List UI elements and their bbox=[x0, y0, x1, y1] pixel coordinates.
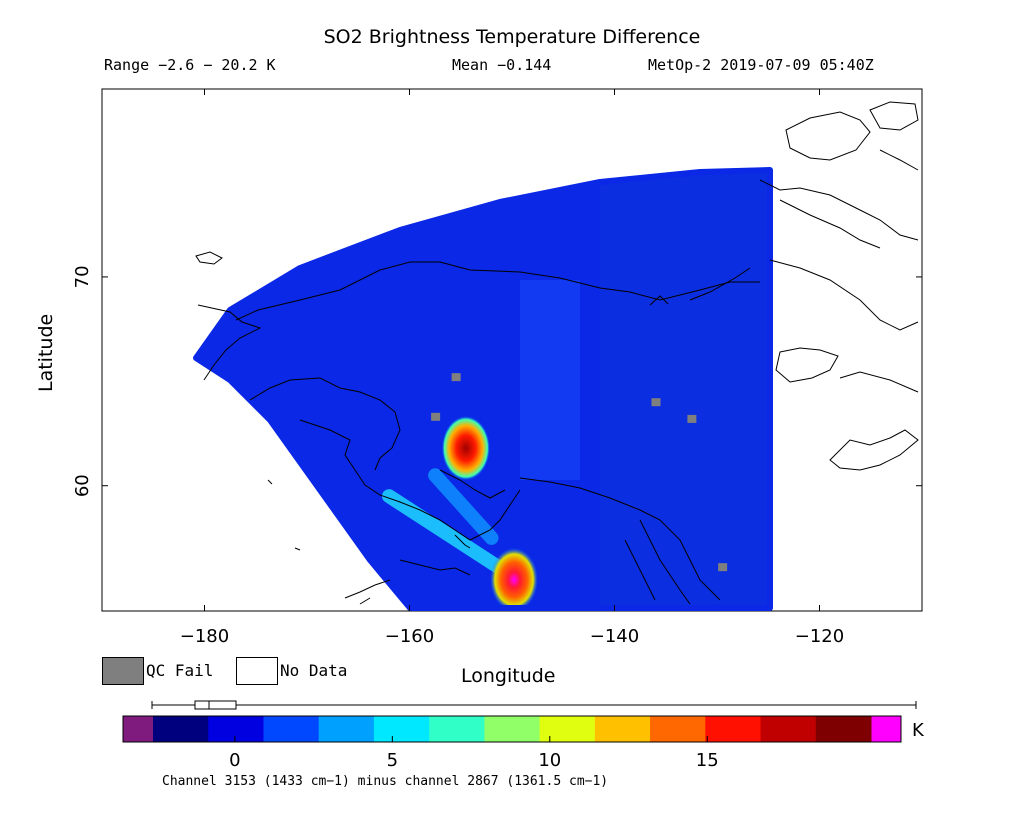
colorbar-segment bbox=[594, 716, 651, 742]
colorbar-tick-label: 5 bbox=[387, 750, 398, 771]
colorbar-under bbox=[123, 716, 153, 742]
x-axis: −180 −160 −140 −120 bbox=[180, 89, 844, 647]
colorbar-segment bbox=[650, 716, 706, 742]
coastlines bbox=[195, 101, 919, 605]
qc-fail-label: QC Fail bbox=[146, 661, 214, 680]
qc-fail-pixel bbox=[687, 414, 697, 423]
colorbar-segment bbox=[539, 716, 596, 742]
y-axis: 60 70 bbox=[72, 265, 922, 497]
y-tick-label: 60 bbox=[72, 474, 93, 497]
x-tick-label: −120 bbox=[795, 626, 844, 647]
colorbar-segment bbox=[373, 716, 430, 742]
qc-fail-layer bbox=[431, 373, 728, 572]
y-axis-label: Latitude bbox=[35, 313, 57, 392]
colorbar-segment bbox=[815, 716, 872, 742]
colorbar-tick-label: 0 bbox=[229, 750, 240, 771]
x-axis-label: Longitude bbox=[461, 665, 556, 687]
x-tick-label: −140 bbox=[590, 626, 639, 647]
x-tick-label: −180 bbox=[180, 626, 229, 647]
qc-fail-pixel bbox=[651, 398, 661, 407]
so2-plume bbox=[382, 489, 509, 577]
colorbar-segment bbox=[429, 716, 485, 742]
colorbar-segment bbox=[153, 716, 209, 742]
colorbar-segment bbox=[318, 716, 375, 742]
no-data-label: No Data bbox=[280, 661, 348, 680]
colorbar-unit: K bbox=[912, 720, 924, 741]
no-data-swatch bbox=[236, 657, 278, 685]
hotspot-layer bbox=[441, 416, 539, 608]
qc-fail-pixel bbox=[718, 563, 728, 572]
qc-fail-swatch bbox=[102, 657, 144, 685]
colorbar-segment bbox=[760, 716, 817, 742]
mean-readout: Mean −0.144 bbox=[452, 56, 552, 74]
colorbar-segment bbox=[208, 716, 264, 742]
colorbar: 0 5 10 15 bbox=[122, 700, 917, 771]
colorbar-caption: Channel 3153 (1433 cm−1) minus channel 2… bbox=[162, 774, 609, 789]
satellite-timestamp: MetOp-2 2019-07-09 05:40Z bbox=[648, 56, 874, 74]
qc-fail-pixel bbox=[431, 412, 441, 421]
x-tick-label: −160 bbox=[385, 626, 434, 647]
so2-hotspot bbox=[490, 547, 539, 608]
colorbar-segment bbox=[263, 716, 320, 742]
colorbar-over bbox=[871, 716, 901, 742]
colorbar-segment bbox=[484, 716, 541, 742]
colorbar-segment bbox=[705, 716, 762, 742]
so2-plume bbox=[428, 468, 499, 545]
qc-fail-pixel bbox=[451, 373, 461, 382]
range-readout: Range −2.6 − 20.2 K bbox=[104, 56, 276, 74]
y-tick-label: 70 bbox=[72, 265, 93, 288]
colorbar-tick-label: 15 bbox=[696, 750, 719, 771]
plume-layer bbox=[382, 468, 509, 577]
colorbar-tick-label: 10 bbox=[538, 750, 561, 771]
so2-hotspot bbox=[441, 416, 490, 481]
map-title: SO2 Brightness Temperature Difference bbox=[323, 26, 701, 48]
